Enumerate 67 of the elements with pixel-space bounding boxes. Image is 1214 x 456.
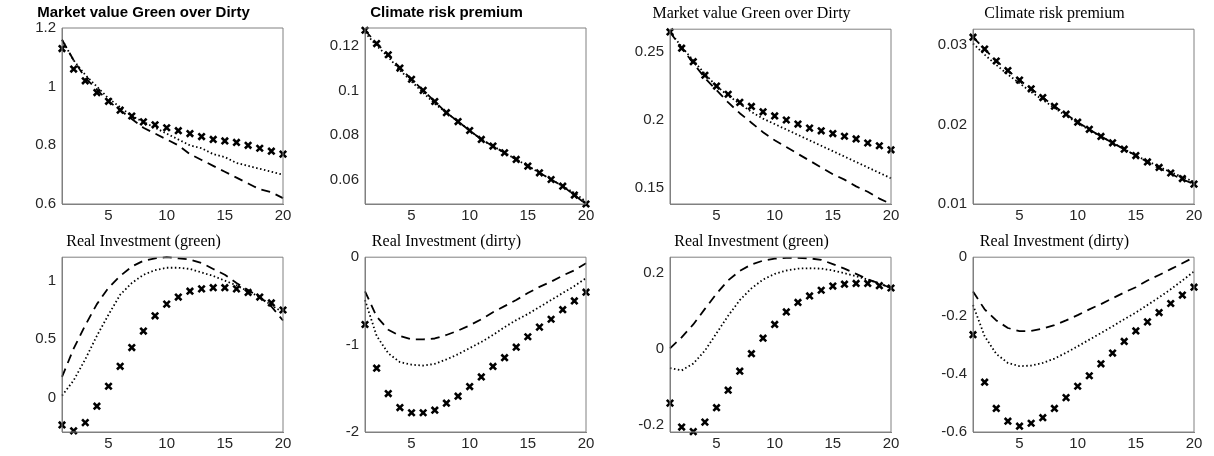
chart-title: Real Investment (green)	[66, 231, 221, 250]
y-tick-label: 0.01	[937, 194, 967, 212]
y-tick-label: 0.8	[35, 135, 56, 153]
x-tick-label: 20	[1185, 206, 1203, 224]
x-tick-label: 10	[461, 206, 479, 224]
y-tick-label: 0.03	[937, 35, 967, 53]
y-tick-label: 1	[47, 76, 56, 94]
x-tick-label: 20	[274, 206, 292, 224]
chart-title: Real Investment (green)	[674, 231, 829, 250]
y-tick-label: 0.5	[35, 329, 56, 347]
x-tick-label: 20	[882, 434, 900, 452]
x-tick-label: 10	[158, 434, 176, 452]
y-tick-label: -0.2	[638, 414, 664, 432]
y-tick-label: -0.4	[941, 363, 967, 381]
x-tick-label: 5	[1015, 434, 1024, 452]
y-tick-label: 0.1	[338, 80, 359, 98]
chart-title: Market value Green over Dirty	[652, 3, 851, 22]
chart-title: Climate risk premium	[370, 3, 523, 21]
y-tick-label: 0	[958, 247, 967, 265]
x-tick-label: 5	[407, 434, 416, 452]
y-tick-label: 0.6	[35, 194, 56, 212]
x-tick-label: 20	[882, 206, 900, 224]
x-tick-label: 20	[274, 434, 292, 452]
x-tick-label: 5	[712, 434, 721, 452]
x-tick-label: 15	[1127, 434, 1145, 452]
x-tick-label: 10	[766, 434, 784, 452]
chart-title: Market value Green over Dirty	[37, 3, 251, 21]
y-tick-label: 0.25	[634, 42, 664, 60]
y-tick-label: 0.15	[634, 177, 664, 195]
y-tick-label: 0.2	[643, 262, 664, 280]
x-tick-label: 15	[216, 434, 234, 452]
chart-title: Real Investment (dirty)	[979, 231, 1130, 250]
y-tick-label: 1.2	[35, 18, 56, 36]
chart-title: Climate risk premium	[984, 3, 1126, 22]
x-tick-label: 20	[577, 206, 595, 224]
y-tick-label: 0	[655, 338, 664, 356]
y-tick-label: 1	[47, 270, 56, 288]
y-tick-label: 0.08	[329, 125, 359, 143]
x-tick-label: 20	[1185, 434, 1203, 452]
x-tick-label: 15	[1127, 206, 1145, 224]
x-tick-label: 10	[766, 206, 784, 224]
y-tick-label: -2	[345, 422, 359, 440]
x-tick-label: 15	[519, 206, 537, 224]
y-tick-label: -0.2	[941, 305, 967, 323]
y-tick-label: 0.06	[329, 169, 359, 187]
x-tick-label: 5	[712, 206, 721, 224]
y-tick-label: 0.12	[329, 35, 359, 53]
y-tick-label: 0	[350, 247, 359, 265]
x-tick-label: 10	[158, 206, 176, 224]
x-tick-label: 15	[824, 434, 842, 452]
x-tick-label: 5	[104, 434, 113, 452]
y-tick-label: 0.02	[937, 114, 967, 132]
x-tick-label: 15	[216, 206, 234, 224]
x-tick-label: 20	[577, 434, 595, 452]
x-tick-label: 15	[519, 434, 537, 452]
x-tick-label: 5	[104, 206, 113, 224]
y-tick-label: 0.2	[643, 110, 664, 128]
y-tick-label: 0	[47, 388, 56, 406]
x-tick-label: 5	[1015, 206, 1024, 224]
chart-title: Real Investment (dirty)	[371, 231, 522, 250]
y-tick-label: -1	[345, 334, 359, 352]
x-tick-label: 15	[824, 206, 842, 224]
x-tick-label: 5	[407, 206, 416, 224]
x-tick-label: 10	[1069, 434, 1087, 452]
x-tick-label: 10	[461, 434, 479, 452]
x-tick-label: 10	[1069, 206, 1087, 224]
y-tick-label: -0.6	[941, 422, 967, 440]
